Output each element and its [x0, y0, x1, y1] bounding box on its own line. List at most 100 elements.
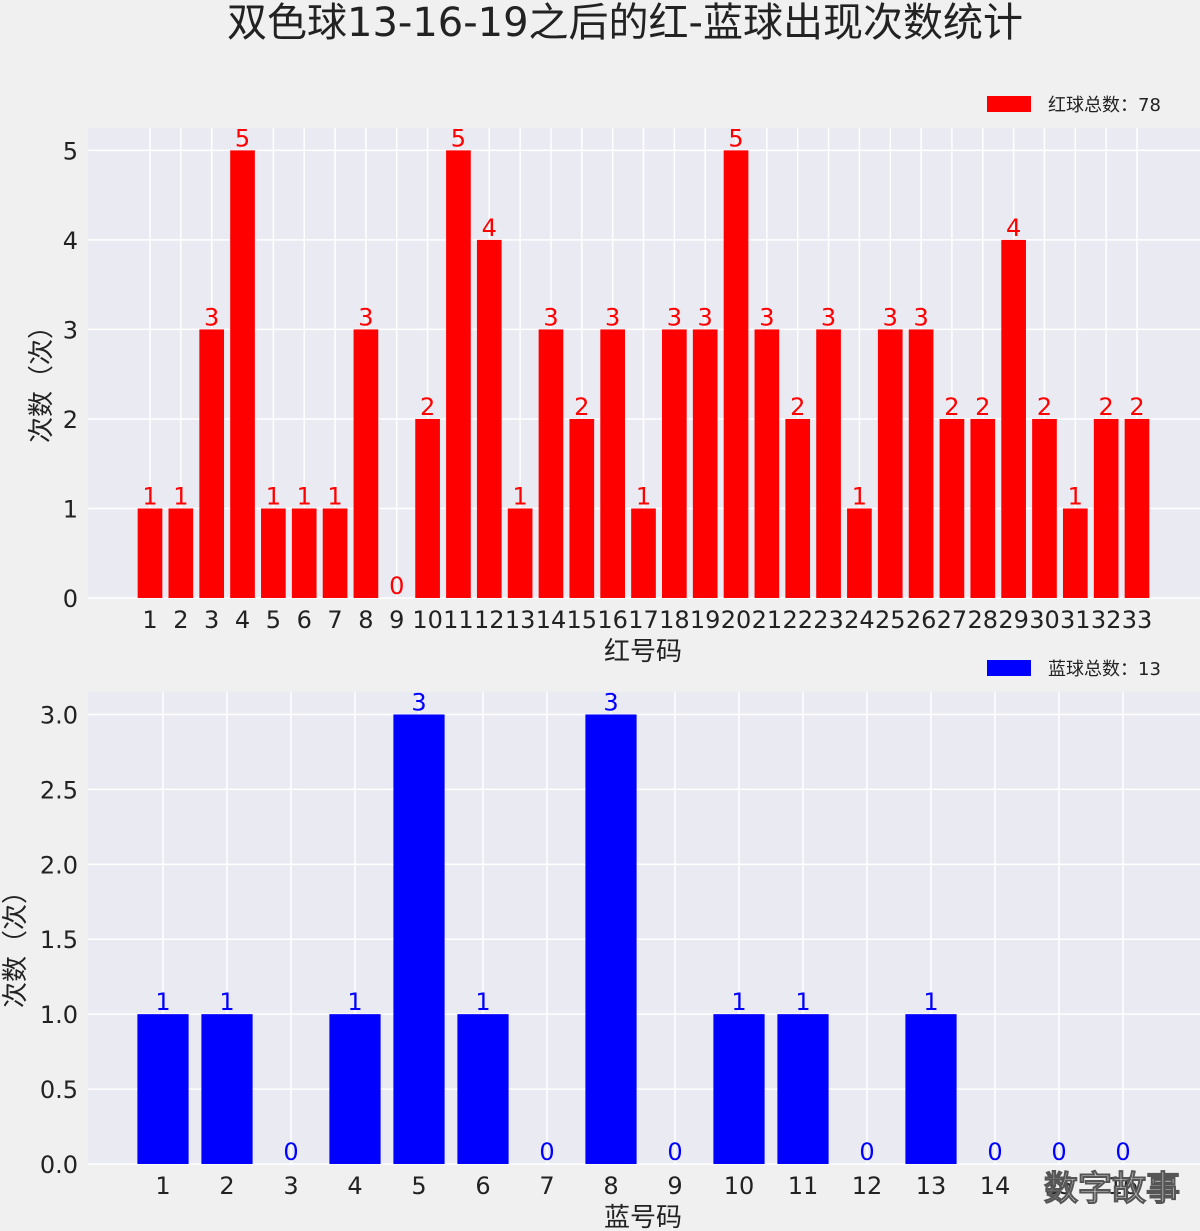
red-bar	[662, 329, 687, 598]
red-data-label: 1	[636, 482, 651, 510]
red-x-tick-label: 22	[782, 606, 813, 634]
red-bar	[754, 329, 780, 598]
red-data-label: 1	[142, 482, 157, 510]
red-y-tick-label: 0	[63, 585, 78, 613]
red-bar	[1001, 239, 1026, 598]
red-bar	[600, 329, 625, 598]
blue-x-tick-label: 12	[852, 1172, 883, 1200]
red-x-tick-label: 27	[937, 606, 968, 634]
red-bar	[353, 329, 379, 598]
blue-data-label: 0	[987, 1138, 1002, 1166]
red-data-label: 3	[759, 303, 774, 331]
red-x-tick-label: 2	[173, 606, 188, 634]
red-data-label: 4	[1006, 214, 1021, 242]
red-x-tick-label: 32	[1091, 606, 1122, 634]
red-y-tick-label: 5	[63, 137, 78, 165]
red-x-ticks: 1 2 3 4 5 6 7 8 9 10 11 12 13 14 15 16 17 18 19 20 21 22 23 24 2…	[142, 606, 1152, 634]
red-data-label: 2	[790, 393, 805, 421]
blue-x-axis-label: 蓝号码	[604, 1203, 682, 1231]
red-x-tick-label: 25	[875, 606, 906, 634]
red-x-tick-label: 21	[752, 606, 783, 634]
red-data-label: 5	[451, 124, 466, 152]
red-bar	[137, 508, 163, 598]
blue-data-label: 1	[923, 988, 938, 1016]
red-x-tick-label: 19	[690, 606, 721, 634]
red-bar	[1062, 508, 1088, 598]
blue-data-label: 1	[347, 988, 362, 1016]
red-data-label: 2	[975, 393, 990, 421]
red-data-label: 2	[944, 393, 959, 421]
red-y-tick-label: 1	[63, 495, 78, 523]
red-y-tick-label: 3	[63, 316, 78, 344]
blue-y-tick-label: 2.0	[40, 851, 78, 879]
red-data-label: 5	[235, 124, 250, 152]
blue-bar	[585, 714, 637, 1164]
blue-y-tick-label: 2.5	[40, 776, 78, 804]
red-data-label: 5	[728, 124, 743, 152]
red-legend: 红球总数：78	[987, 95, 1161, 116]
red-x-tick-label: 8	[358, 606, 373, 634]
red-bar	[507, 508, 533, 598]
red-data-label: 1	[327, 482, 342, 510]
red-x-tick-label: 23	[813, 606, 844, 634]
red-x-tick-label: 5	[266, 606, 281, 634]
red-data-label: 1	[512, 482, 527, 510]
red-x-tick-label: 3	[204, 606, 219, 634]
blue-x-tick-label: 15	[1044, 1172, 1075, 1200]
blue-data-label: 0	[539, 1138, 554, 1166]
red-data-label: 4	[482, 214, 497, 242]
red-bar	[816, 329, 841, 598]
red-bar	[168, 508, 194, 598]
red-x-tick-label: 20	[721, 606, 752, 634]
blue-data-label: 1	[475, 988, 490, 1016]
red-x-tick-label: 18	[659, 606, 690, 634]
blue-x-tick-label: 6	[475, 1172, 490, 1200]
red-bar	[569, 418, 595, 598]
red-legend-label: 红球总数：78	[1048, 95, 1161, 116]
blue-x-tick-label: 2	[219, 1172, 234, 1200]
blue-bar	[905, 1014, 957, 1164]
blue-x-ticks: 1 2 3 4 5 6 7 8 9 10 11 12 13 14 15 16	[155, 1172, 1138, 1200]
red-data-label: 2	[1037, 393, 1052, 421]
red-bar	[847, 508, 872, 598]
blue-x-tick-label: 16	[1108, 1172, 1139, 1200]
red-x-tick-label: 17	[628, 606, 659, 634]
red-data-label: 3	[667, 303, 682, 331]
red-data-label: 1	[852, 482, 867, 510]
red-bar	[970, 418, 996, 598]
red-data-label: 2	[420, 393, 435, 421]
blue-x-tick-label: 14	[980, 1172, 1011, 1200]
red-bar	[1032, 418, 1057, 598]
red-x-tick-label: 30	[1029, 606, 1060, 634]
blue-y-axis-label: 次数（次）	[1, 878, 31, 1008]
red-x-tick-label: 4	[235, 606, 250, 634]
blue-y-ticks: 0.0 0.5 1.0 1.5 2.0 2.5 3.0	[40, 701, 78, 1179]
red-x-tick-label: 6	[297, 606, 312, 634]
red-x-tick-label: 15	[567, 606, 598, 634]
blue-data-label: 3	[411, 688, 426, 716]
blue-data-label: 3	[603, 688, 618, 716]
blue-x-tick-label: 5	[411, 1172, 426, 1200]
red-x-tick-label: 16	[597, 606, 628, 634]
red-bar	[415, 418, 440, 598]
red-bar	[1124, 418, 1150, 598]
blue-legend: 蓝球总数：13	[987, 659, 1161, 680]
red-bar	[446, 150, 471, 598]
red-data-label: 2	[1129, 393, 1144, 421]
blue-data-label: 0	[667, 1138, 682, 1166]
red-bar	[538, 329, 564, 598]
red-data-label: 3	[821, 303, 836, 331]
red-x-tick-label: 26	[906, 606, 937, 634]
blue-data-label: 0	[283, 1138, 298, 1166]
blue-x-tick-label: 10	[724, 1172, 755, 1200]
red-x-tick-label: 11	[443, 606, 474, 634]
red-x-tick-label: 14	[536, 606, 567, 634]
red-x-tick-label: 7	[327, 606, 342, 634]
red-x-tick-label: 33	[1122, 606, 1153, 634]
blue-data-label: 1	[219, 988, 234, 1016]
red-y-ticks: 0 1 2 3 4 5	[63, 137, 78, 613]
blue-y-tick-label: 0.0	[40, 1151, 78, 1179]
blue-data-label: 1	[795, 988, 810, 1016]
red-bar	[939, 418, 965, 598]
